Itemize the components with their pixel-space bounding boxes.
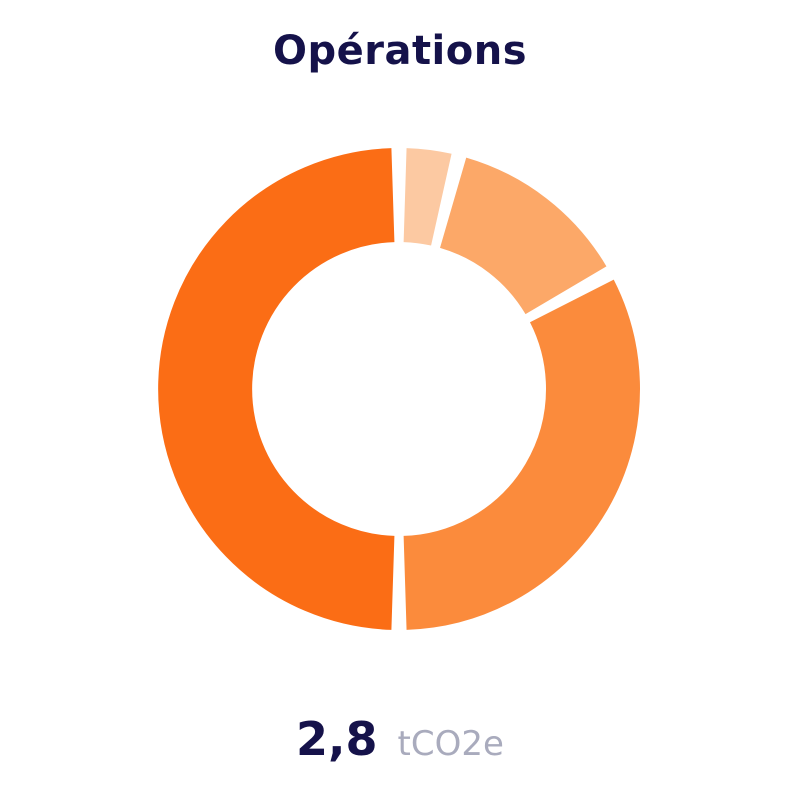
donut-slice-4[interactable] [158, 148, 396, 630]
chart-title: Opérations [272, 28, 528, 74]
donut-slice-3[interactable] [402, 279, 640, 630]
total-value: 2,8 [296, 712, 378, 766]
donut-slice-2[interactable] [438, 157, 607, 316]
total-unit: tCO2e [397, 724, 504, 764]
donut-slice-1[interactable] [402, 148, 452, 246]
total-emissions: 2,8 tCO2e [0, 712, 800, 766]
donut-slices [158, 148, 640, 630]
